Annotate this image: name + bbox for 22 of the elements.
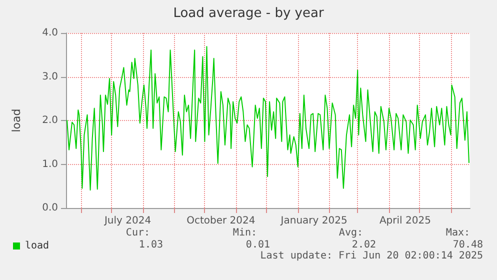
text: Min: (232, 228, 258, 238)
x-tick-label: April 2025 (379, 216, 431, 226)
x-tick-label: October 2024 (186, 216, 256, 226)
y-tick-label: 2.0 (42, 115, 58, 126)
x-tick-label: January 2025 (280, 216, 348, 226)
y-tick-label: 4.0 (42, 28, 58, 38)
text: 2.02 (352, 240, 376, 250)
text: 70.48 (452, 240, 484, 250)
text: Cur: (126, 228, 150, 238)
text: Max: (446, 228, 470, 238)
text: 0.01 (246, 240, 270, 250)
y-axis-title: load (10, 108, 23, 132)
chart-title: Load average - by year (173, 6, 324, 21)
y-tick-label: 1.0 (42, 158, 58, 170)
y-tick-label: 3.0 (42, 71, 58, 82)
text: Avg: (338, 228, 364, 238)
line-series (66, 46, 470, 191)
y-tick-label: 0.0 (42, 202, 58, 214)
legend-label: load (25, 240, 50, 252)
x-tick-label: July 2024 (103, 216, 152, 226)
text: 1.03 (138, 240, 164, 250)
text: Last update: Fri Jun 20 02:00:14 2025 (260, 250, 484, 262)
